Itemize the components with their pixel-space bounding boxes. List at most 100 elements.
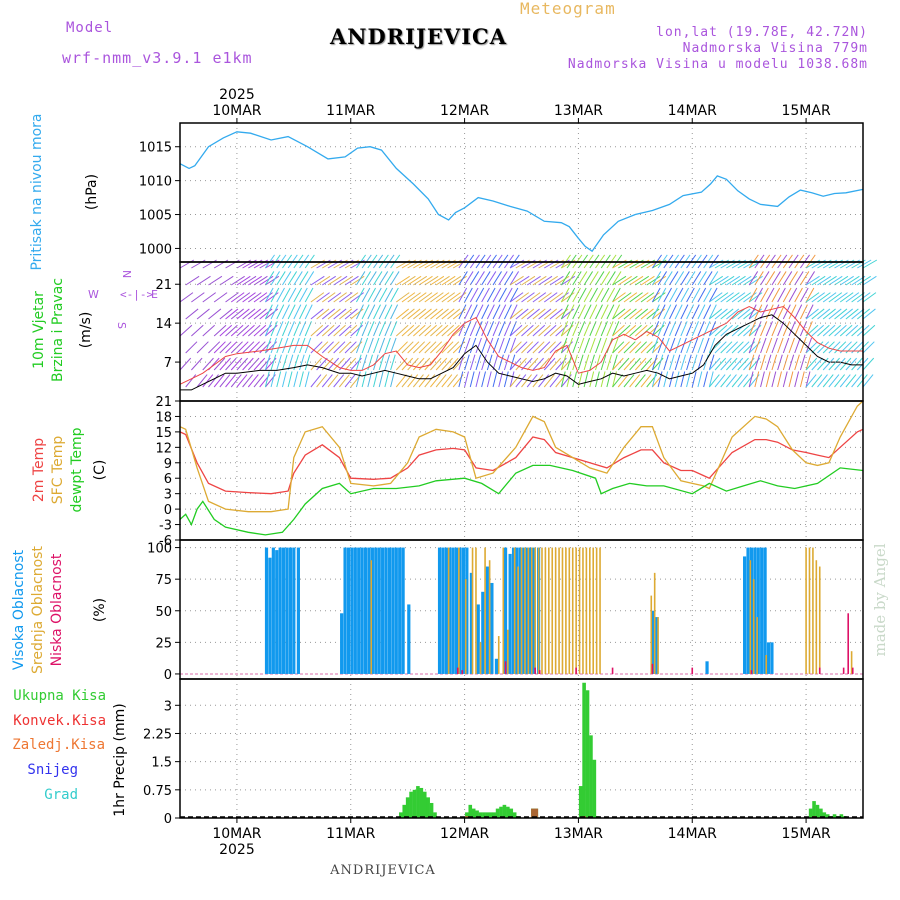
wind-arrow xyxy=(805,292,820,303)
wind-arrow xyxy=(208,275,223,286)
wind-arrow xyxy=(321,374,333,388)
wind-arrow xyxy=(731,308,745,320)
wind-arrow xyxy=(708,304,717,320)
compass-west: W xyxy=(88,288,99,301)
cloud-high-bar xyxy=(275,550,279,674)
clouds-ytick-label: 100 xyxy=(147,542,172,557)
wind-arrow xyxy=(862,341,875,354)
wind-arrow xyxy=(521,292,535,303)
wind-arrow xyxy=(817,374,828,388)
wind-arrow xyxy=(811,357,823,371)
cloud-high-bar xyxy=(481,591,485,674)
precip-total-bar xyxy=(422,791,427,818)
wind-arrow xyxy=(617,357,630,371)
cloud-mid-bar xyxy=(464,579,467,674)
precip-total-bar xyxy=(808,808,813,818)
cloud-mid-bar xyxy=(502,547,505,674)
wind-arrow xyxy=(407,374,419,388)
cloud-low-bar xyxy=(538,670,541,674)
wind-arrow xyxy=(589,354,595,371)
wind-arrow xyxy=(743,308,757,320)
wind-arrow xyxy=(503,354,510,371)
wind-arrow xyxy=(697,287,707,303)
wind-arrow xyxy=(208,341,221,354)
wind-arrow xyxy=(595,337,602,354)
wind-arrow xyxy=(589,371,595,388)
cloud-low-bar xyxy=(575,667,577,674)
wind-arrow xyxy=(788,371,794,388)
elevation-text: Nadmorska Visina 779m xyxy=(682,41,868,56)
wind-arrow xyxy=(617,275,632,286)
wind-arrows xyxy=(179,254,878,388)
wind-arrow xyxy=(737,275,752,286)
wind-arrow xyxy=(293,371,299,388)
wind-arrow xyxy=(754,337,761,354)
cloud-mid-bar xyxy=(650,595,653,674)
wind-arrow xyxy=(180,342,191,353)
cloud-mid-bar xyxy=(530,547,533,674)
wind-arrow xyxy=(782,304,791,320)
wind-arrow xyxy=(595,304,603,320)
wind-arrow xyxy=(777,337,784,354)
cloud-mid-bar xyxy=(447,547,450,674)
wind-arrow xyxy=(862,275,877,286)
wind-arrow xyxy=(686,321,694,337)
wind-ytick-label: 14 xyxy=(155,317,172,332)
wind-arrow xyxy=(697,337,704,354)
wind-arrow xyxy=(390,271,400,286)
wind-arrow xyxy=(469,271,480,286)
wind-arrow xyxy=(538,374,550,388)
wind-arrow xyxy=(754,354,761,371)
wind-arrow xyxy=(657,304,666,320)
wind-arrow xyxy=(572,271,582,286)
wind-arrow xyxy=(845,374,857,388)
wind-arrow xyxy=(708,357,721,371)
cloud-mid-bar xyxy=(850,651,853,674)
wind-arrow xyxy=(617,374,629,388)
precip-total-bar xyxy=(815,804,820,818)
wind-arrow xyxy=(327,374,339,388)
wind-arrow xyxy=(748,371,754,388)
wind-arrow xyxy=(304,371,310,388)
time-label-bottom: 14MAR xyxy=(668,826,717,842)
cloud-mid-bar xyxy=(524,547,526,674)
cloud-high-bar xyxy=(705,661,709,674)
wind-arrow xyxy=(196,308,210,320)
wind-arrow xyxy=(612,337,619,354)
cloud-mid-bar xyxy=(589,547,591,674)
precip-total-bar xyxy=(822,812,827,818)
wind-arrow xyxy=(316,341,329,354)
wind-arrow xyxy=(259,292,273,303)
temperature-ytick-label: 12 xyxy=(155,441,172,456)
wind-arrow xyxy=(264,371,270,388)
cloud-high-bar xyxy=(398,547,402,674)
cloud-mid-bar xyxy=(479,642,482,674)
wind-arrow xyxy=(817,324,830,337)
wind-arrow xyxy=(640,341,653,354)
wind-arrow xyxy=(805,341,818,354)
wind-arrow xyxy=(691,371,697,388)
wind-arrow xyxy=(509,308,523,320)
precip-total-bar xyxy=(412,789,417,818)
cloud-mid-bar xyxy=(517,566,519,674)
wind-arrow xyxy=(430,374,441,388)
wind-ytick-label: 7 xyxy=(164,356,172,371)
wind-arrow xyxy=(862,357,875,371)
wind-arrow xyxy=(208,374,219,388)
wind-arrow xyxy=(486,321,495,337)
wind-arrow xyxy=(498,304,507,320)
wind-arrow xyxy=(304,321,312,337)
wind-arrow xyxy=(560,304,569,320)
wind-arrow xyxy=(794,287,803,303)
wind-arrow xyxy=(697,271,707,286)
wind-arrow xyxy=(635,275,650,286)
wind-arrow xyxy=(361,287,371,303)
cloud-high-bar xyxy=(357,547,361,674)
wind-arrow xyxy=(236,275,251,286)
time-label-bottom: 13MAR xyxy=(554,826,603,842)
wind-arrow xyxy=(509,337,517,354)
compass-arrows: <-|-> xyxy=(120,288,153,301)
cloud-high-bar xyxy=(394,547,398,674)
wind-arrow xyxy=(185,308,199,320)
